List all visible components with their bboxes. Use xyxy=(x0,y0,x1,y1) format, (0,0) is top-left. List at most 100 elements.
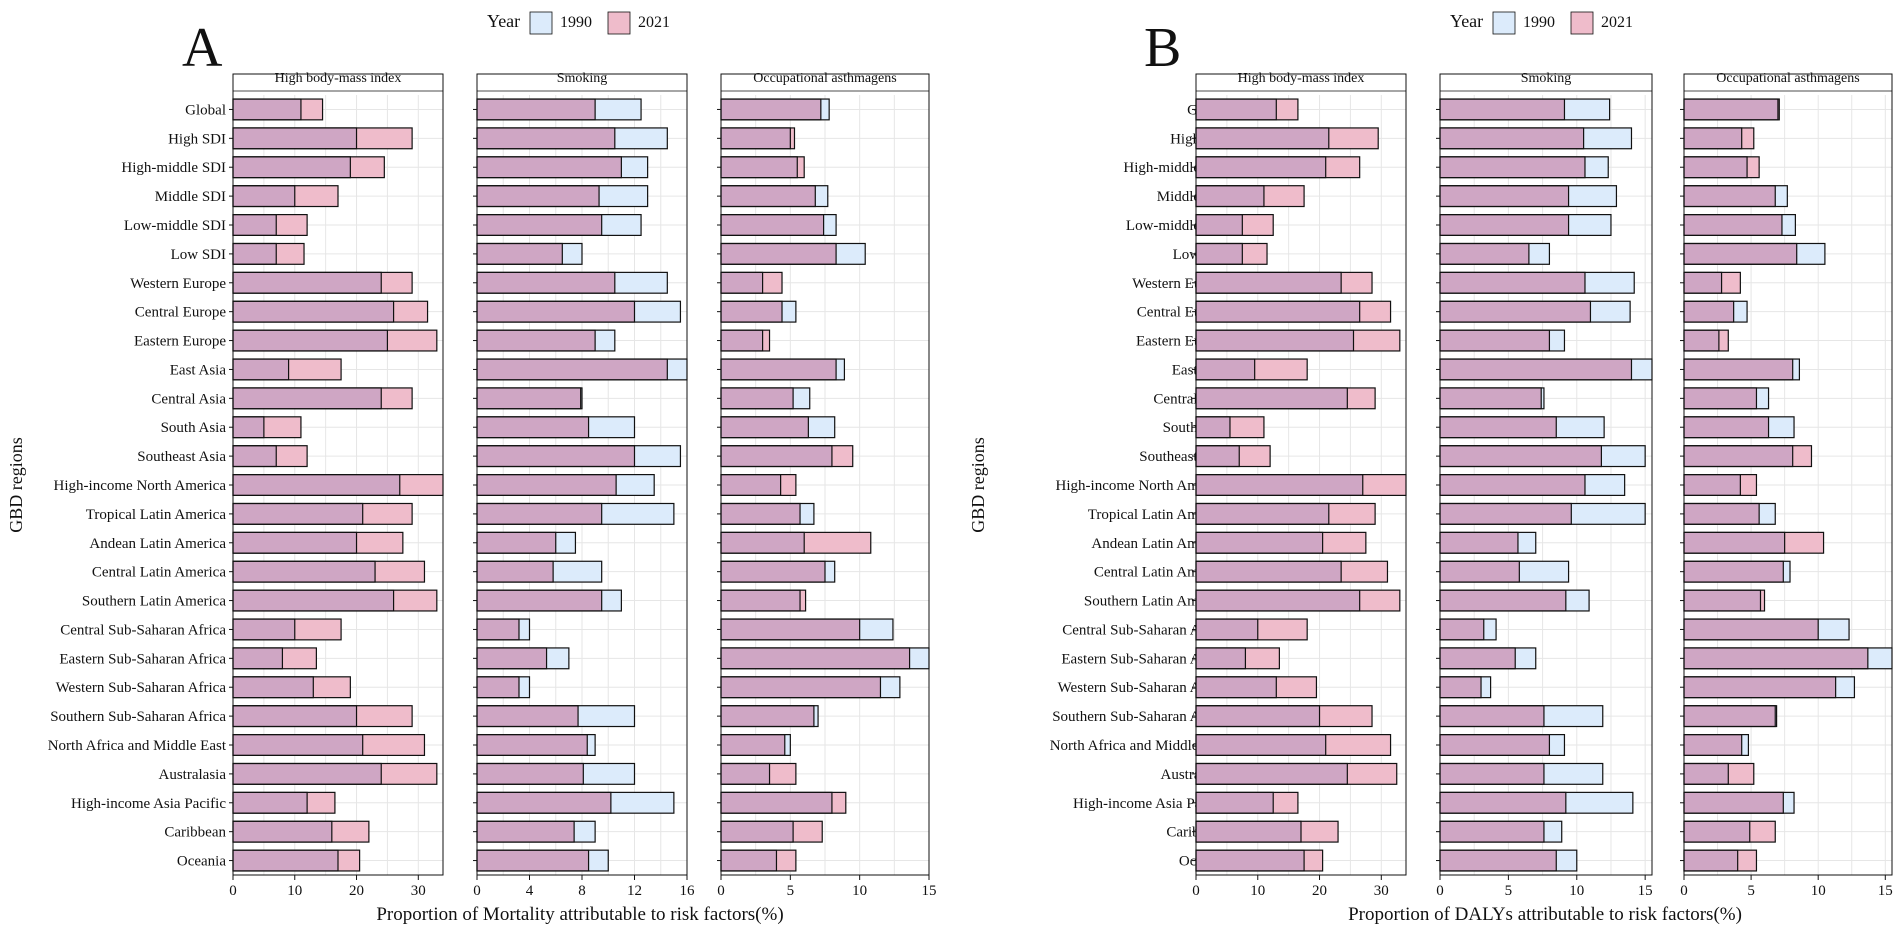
bar-overlap xyxy=(477,416,589,438)
region-label: Low SDI xyxy=(171,247,226,263)
region-label: Australasia xyxy=(159,767,227,783)
bar-overlap xyxy=(721,127,791,149)
legend-title: Year xyxy=(487,11,520,31)
facet-title: High body-mass index xyxy=(275,71,402,86)
region-label: Eastern Europe xyxy=(134,334,226,350)
region-label: Western Sub-Saharan Africa xyxy=(56,680,227,696)
bar-overlap xyxy=(233,387,382,409)
bar-overlap xyxy=(233,474,400,496)
bar-overlap xyxy=(477,445,635,467)
bar-overlap xyxy=(721,763,770,785)
facet-2: Smoking 0 5 10 15 xyxy=(1436,71,1653,899)
bar-overlap xyxy=(1196,734,1326,756)
x-tick-label: 5 xyxy=(787,883,795,899)
bar-overlap xyxy=(1196,590,1360,611)
bar-overlap xyxy=(721,647,910,669)
region-label: Low-middle SDI xyxy=(124,218,226,234)
bar-overlap xyxy=(1196,416,1230,438)
x-tick-label: 30 xyxy=(1374,883,1389,899)
region-label: East Asia xyxy=(170,362,227,378)
facet-3: Occupational asthmagens 0 5 10 15 xyxy=(717,71,937,899)
bar-overlap xyxy=(1196,619,1258,640)
region-label: Central Europe xyxy=(135,305,227,321)
bar-overlap xyxy=(1684,243,1797,265)
region-label: Tropical Latin America xyxy=(1088,507,1229,523)
bar-overlap xyxy=(1440,416,1557,438)
bar-overlap xyxy=(721,359,837,380)
bar-overlap xyxy=(1440,850,1557,871)
legend-swatch-1990 xyxy=(1492,11,1516,35)
bar-overlap xyxy=(1684,734,1742,756)
bar-overlap xyxy=(233,99,301,120)
bar-overlap xyxy=(233,156,351,178)
bar-overlap xyxy=(1196,676,1277,698)
bar-overlap xyxy=(233,503,363,525)
bar-overlap xyxy=(477,359,668,380)
x-tick-label: 10 xyxy=(1250,883,1265,899)
facet-1: High body-mass index 0 10 20 30 xyxy=(1192,71,1407,899)
region-label: Southern Latin America xyxy=(82,594,226,610)
facet-frame xyxy=(720,73,930,876)
region-label: Central Sub-Saharan Africa xyxy=(1062,622,1228,638)
legend-panel-a: Year 1990 2021 xyxy=(487,11,670,35)
bar-overlap xyxy=(477,503,602,525)
bar-overlap xyxy=(721,705,814,727)
bar-overlap xyxy=(1440,561,1520,583)
bar-overlap xyxy=(477,792,611,814)
x-tick-label: 12 xyxy=(627,883,642,899)
bar-overlap xyxy=(477,127,615,149)
bar-overlap xyxy=(1196,156,1326,178)
bar-overlap xyxy=(1440,676,1482,698)
bar-overlap xyxy=(1196,532,1323,554)
bar-overlap xyxy=(233,647,283,669)
bar-overlap xyxy=(233,214,277,236)
bar-overlap xyxy=(1196,821,1301,843)
region-label: Southern Sub-Saharan Africa xyxy=(1052,709,1228,725)
x-tick-label: 0 xyxy=(1680,883,1688,899)
bar-overlap xyxy=(233,734,363,756)
x-tick-label: 4 xyxy=(526,883,534,899)
bar-overlap xyxy=(1196,127,1329,149)
region-label: Global xyxy=(185,102,226,118)
bar-overlap xyxy=(1440,503,1572,525)
bar-overlap xyxy=(721,330,763,351)
bar-overlap xyxy=(1684,185,1776,207)
bar-overlap xyxy=(477,590,602,611)
x-axis-label: Proportion of DALYs attributable to risk… xyxy=(1348,904,1742,925)
bar-overlap xyxy=(1440,127,1584,149)
facet-title: Smoking xyxy=(1521,71,1572,86)
x-tick-label: 15 xyxy=(1638,883,1653,899)
region-label: Eastern Sub-Saharan Africa xyxy=(1061,651,1228,667)
x-tick-label: 15 xyxy=(1878,883,1893,899)
bar-overlap xyxy=(721,272,763,294)
x-tick-label: 0 xyxy=(1192,883,1200,899)
bar-overlap xyxy=(1440,532,1518,554)
bar-overlap xyxy=(1440,705,1544,727)
bar-overlap xyxy=(477,214,602,236)
bar-overlap xyxy=(721,561,825,583)
bar-overlap xyxy=(721,734,785,756)
region-label: Southern Latin America xyxy=(1084,594,1228,610)
bar-overlap xyxy=(1440,619,1484,640)
bar-overlap xyxy=(233,821,332,843)
panel-label: A xyxy=(182,17,223,79)
bar-overlap xyxy=(1440,214,1569,236)
region-label: North Africa and Middle East xyxy=(1050,738,1229,754)
facet-title: Occupational asthmagens xyxy=(753,71,896,86)
bar-overlap xyxy=(1684,127,1742,149)
bar-overlap xyxy=(721,387,794,409)
x-tick-label: 5 xyxy=(1747,883,1755,899)
facet-title: Occupational asthmagens xyxy=(1716,71,1859,86)
bar-overlap xyxy=(233,359,289,380)
region-label: High-income Asia Pacific xyxy=(71,796,226,812)
bar-overlap xyxy=(233,619,295,640)
bar-overlap xyxy=(233,272,382,294)
x-tick-label: 16 xyxy=(680,883,696,899)
bar-overlap xyxy=(1196,647,1246,669)
legend-label-1990: 1990 xyxy=(560,14,592,31)
bar-overlap xyxy=(1684,821,1750,843)
bar-overlap xyxy=(1440,763,1544,785)
bar-overlap xyxy=(477,705,579,727)
bar-overlap xyxy=(1196,330,1354,351)
